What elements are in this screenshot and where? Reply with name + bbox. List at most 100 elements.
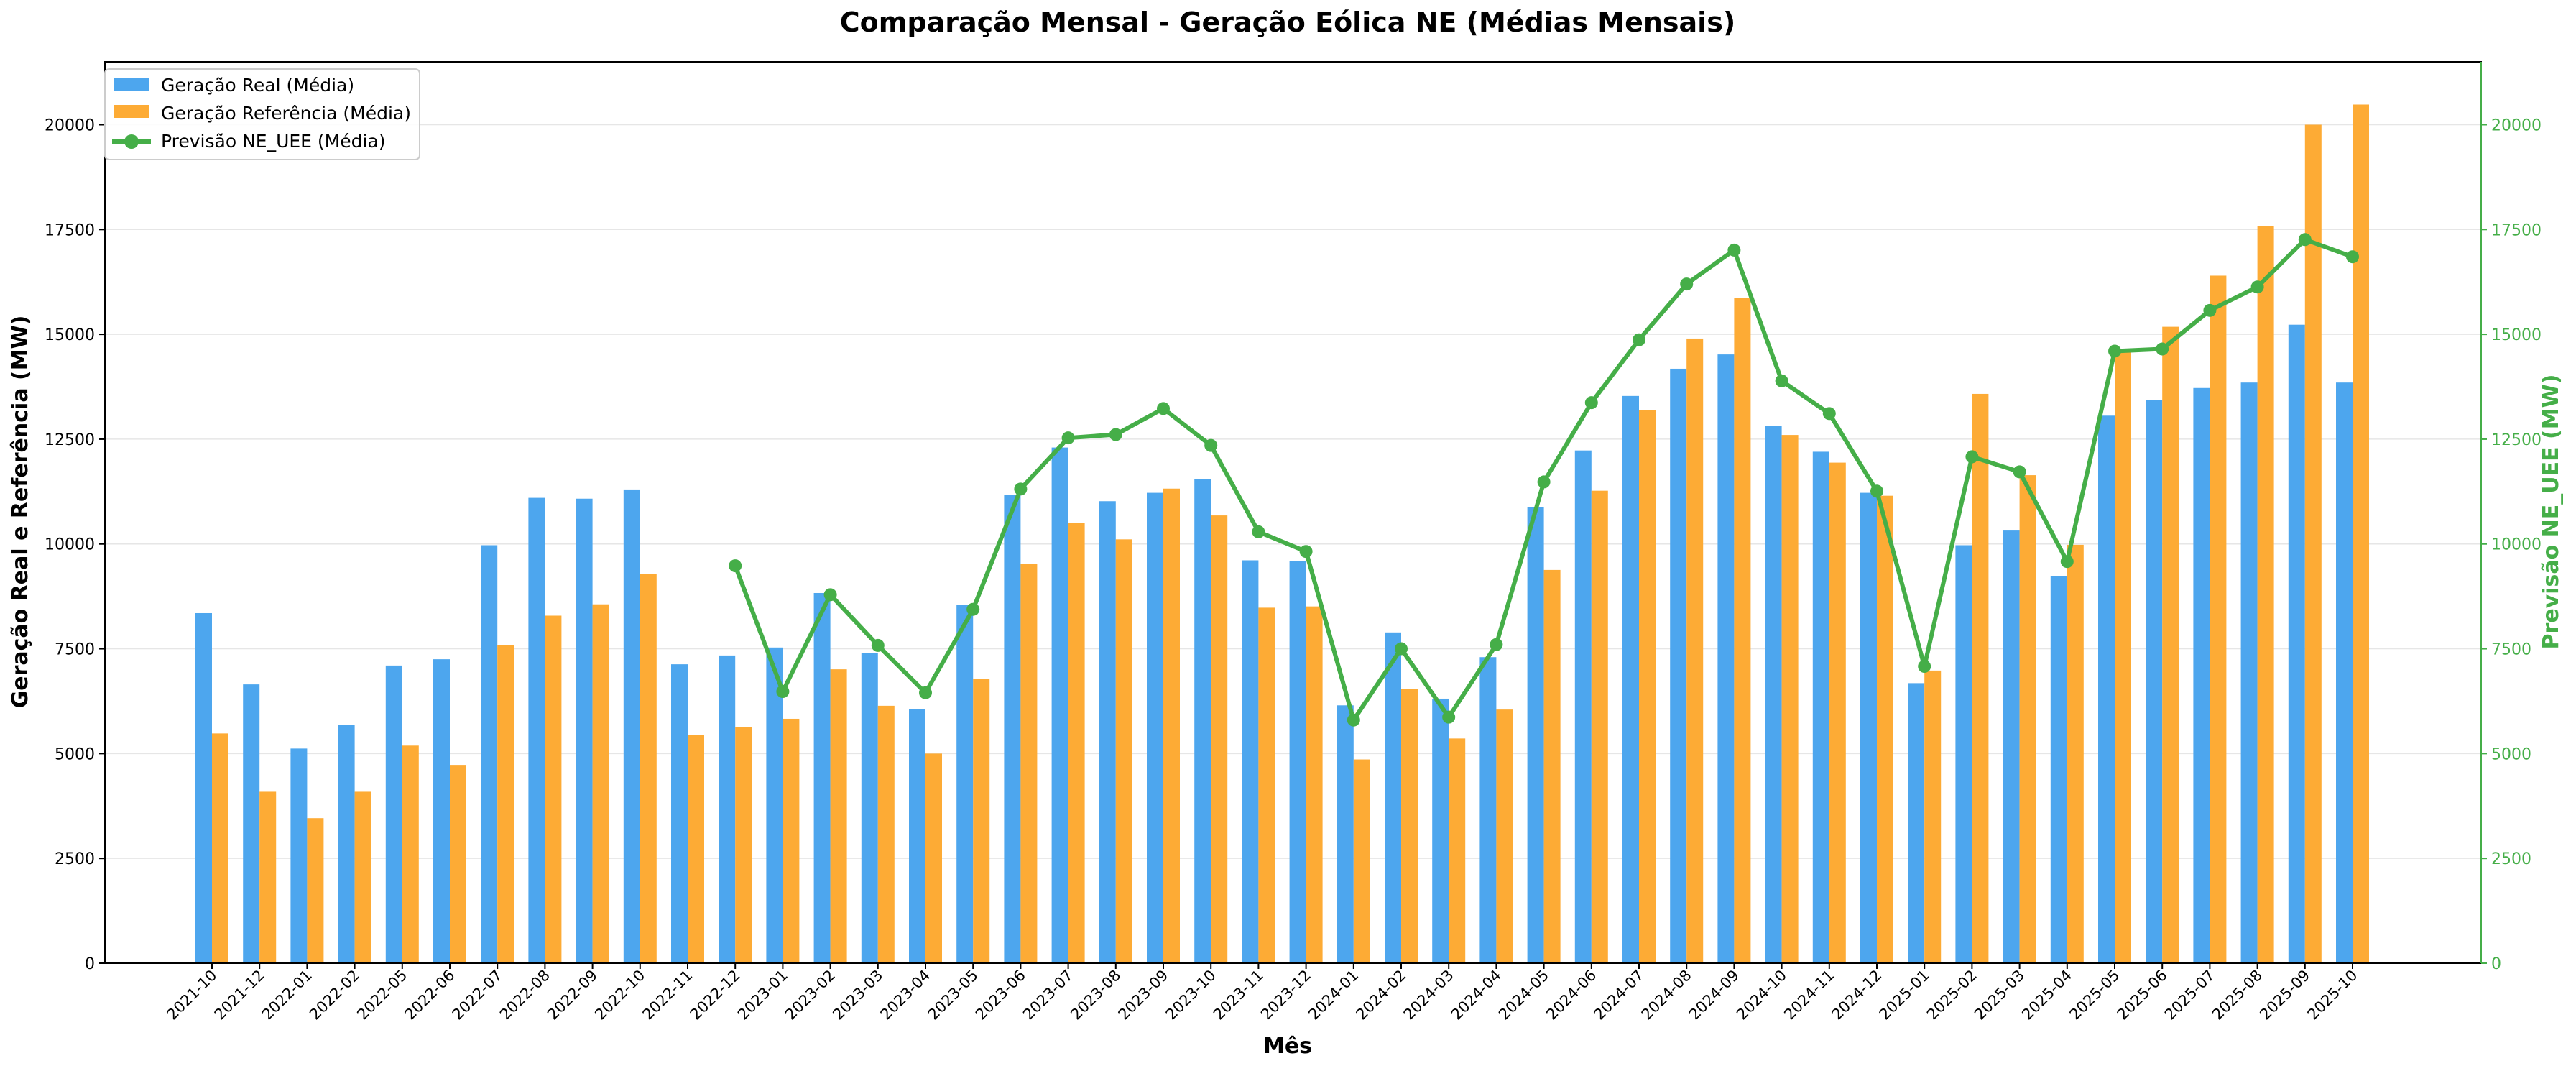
bar-referencia bbox=[1877, 495, 1893, 963]
chart-title: Comparação Mensal - Geração Eólica NE (M… bbox=[840, 6, 1735, 38]
forecast-point bbox=[2250, 280, 2264, 294]
x-tick-label: 2024-05 bbox=[1495, 967, 1552, 1024]
x-tick-label: 2023-04 bbox=[877, 967, 934, 1024]
forecast-point bbox=[1870, 484, 1883, 498]
bar-referencia bbox=[497, 645, 514, 963]
bar-referencia bbox=[783, 718, 800, 963]
bar-referencia bbox=[2019, 475, 2036, 963]
axes bbox=[104, 61, 2482, 964]
legend-label-referencia: Geração Referência (Média) bbox=[161, 103, 411, 124]
x-tick-label: 2025-03 bbox=[1971, 967, 2028, 1024]
forecast-point bbox=[966, 602, 980, 616]
forecast-point bbox=[1395, 642, 1408, 656]
bar-real bbox=[1527, 507, 1544, 963]
forecast-point bbox=[1061, 431, 1075, 445]
x-tick-label: 2025-05 bbox=[2067, 967, 2123, 1024]
right-y-tick-label: 5000 bbox=[2491, 745, 2531, 763]
forecast-point bbox=[1347, 713, 1360, 727]
x-tick-label: 2025-09 bbox=[2256, 967, 2313, 1024]
x-tick-label: 2024-07 bbox=[1591, 967, 1648, 1024]
bar-real bbox=[576, 498, 593, 963]
bar-real bbox=[1765, 426, 1782, 963]
forecast-point bbox=[871, 638, 885, 652]
bar-referencia bbox=[1020, 564, 1038, 963]
x-tick-label: 2023-02 bbox=[782, 967, 839, 1024]
bar-referencia bbox=[1686, 338, 1704, 963]
bar-referencia bbox=[592, 604, 609, 963]
right-y-axis-label: Previsão NE_UEE (MW) bbox=[2539, 375, 2564, 650]
x-tick-label: 2023-11 bbox=[1210, 967, 1267, 1024]
bar-real bbox=[1337, 705, 1354, 963]
forecast-point bbox=[2203, 303, 2217, 317]
bar-real bbox=[1099, 501, 1116, 963]
bar-real bbox=[2193, 387, 2210, 963]
bar-referencia bbox=[1401, 689, 1418, 963]
bar-referencia bbox=[1734, 298, 1751, 963]
bar-real bbox=[2336, 382, 2353, 963]
bar-real bbox=[1479, 657, 1497, 963]
bar-referencia bbox=[973, 679, 990, 963]
x-tick-label: 2024-10 bbox=[1733, 967, 1790, 1024]
bar-referencia bbox=[830, 669, 847, 963]
bar-real bbox=[243, 684, 260, 963]
right-y-tick-label: 20000 bbox=[2491, 116, 2542, 134]
legend-swatch-referencia bbox=[114, 105, 149, 118]
bar-referencia bbox=[2304, 124, 2322, 963]
bar-real bbox=[2146, 400, 2163, 963]
x-tick-label: 2024-11 bbox=[1781, 967, 1837, 1024]
left-y-tick-label: 2500 bbox=[55, 850, 95, 868]
bar-real bbox=[813, 592, 831, 963]
legend-marker-previsao bbox=[124, 134, 139, 149]
bar-referencia bbox=[2210, 275, 2227, 964]
right-y-tick-label: 15000 bbox=[2491, 326, 2542, 344]
bar-real bbox=[1622, 395, 1639, 963]
bar-real bbox=[2240, 382, 2258, 963]
x-tick-label: 2023-05 bbox=[925, 967, 982, 1024]
bar-real bbox=[1051, 447, 1068, 963]
bar-referencia bbox=[1449, 738, 1466, 963]
bar-real bbox=[1194, 479, 1211, 963]
legend: Geração Real (Média) Geração Referência … bbox=[104, 68, 420, 160]
bar-real bbox=[956, 605, 974, 963]
bar-real bbox=[2288, 324, 2305, 963]
bar-referencia bbox=[1306, 606, 1323, 963]
forecast-point bbox=[1157, 402, 1170, 415]
bar-referencia bbox=[2353, 104, 2369, 964]
x-tick-label: 2024-01 bbox=[1305, 967, 1362, 1024]
forecast-line bbox=[729, 233, 2359, 727]
forecast-point bbox=[919, 686, 932, 699]
bar-real bbox=[338, 725, 355, 963]
bar-real bbox=[1860, 492, 1877, 963]
left-y-tick-label: 10000 bbox=[45, 536, 95, 554]
forecast-point bbox=[1299, 545, 1313, 559]
bar-real bbox=[2003, 530, 2020, 963]
x-tick-label: 2025-07 bbox=[2161, 967, 2218, 1024]
x-tick-label: 2025-06 bbox=[2114, 967, 2171, 1024]
legend-label-previsao: Previsão NE_UEE (Média) bbox=[161, 131, 386, 152]
bar-real bbox=[195, 612, 212, 963]
bar-real bbox=[909, 709, 925, 963]
bar-referencia bbox=[2162, 326, 2179, 963]
bar-referencia bbox=[1211, 515, 1228, 963]
bar-real bbox=[719, 655, 736, 963]
forecast-point bbox=[1204, 438, 1218, 452]
bar-referencia bbox=[2067, 544, 2084, 963]
bar-real bbox=[481, 545, 498, 963]
bar-referencia bbox=[688, 735, 704, 963]
forecast-point bbox=[1109, 428, 1122, 441]
bar-referencia bbox=[1496, 709, 1513, 963]
bar-referencia bbox=[1115, 539, 1132, 963]
forecast-point bbox=[1014, 482, 1028, 496]
bar-real bbox=[1955, 545, 1972, 963]
bar-referencia bbox=[735, 727, 752, 963]
x-tick-label: 2023-09 bbox=[1115, 967, 1172, 1024]
x-tick-label: 2022-05 bbox=[354, 967, 410, 1024]
bar-real bbox=[1670, 368, 1687, 963]
legend-label-real: Geração Real (Média) bbox=[161, 75, 354, 96]
bar-referencia bbox=[212, 733, 228, 963]
x-tick-label: 2024-06 bbox=[1543, 967, 1599, 1024]
bar-real bbox=[385, 665, 402, 963]
left-y-tick-label: 12500 bbox=[45, 431, 95, 449]
bar-referencia bbox=[925, 753, 942, 963]
left-y-tick-label: 15000 bbox=[45, 326, 95, 344]
